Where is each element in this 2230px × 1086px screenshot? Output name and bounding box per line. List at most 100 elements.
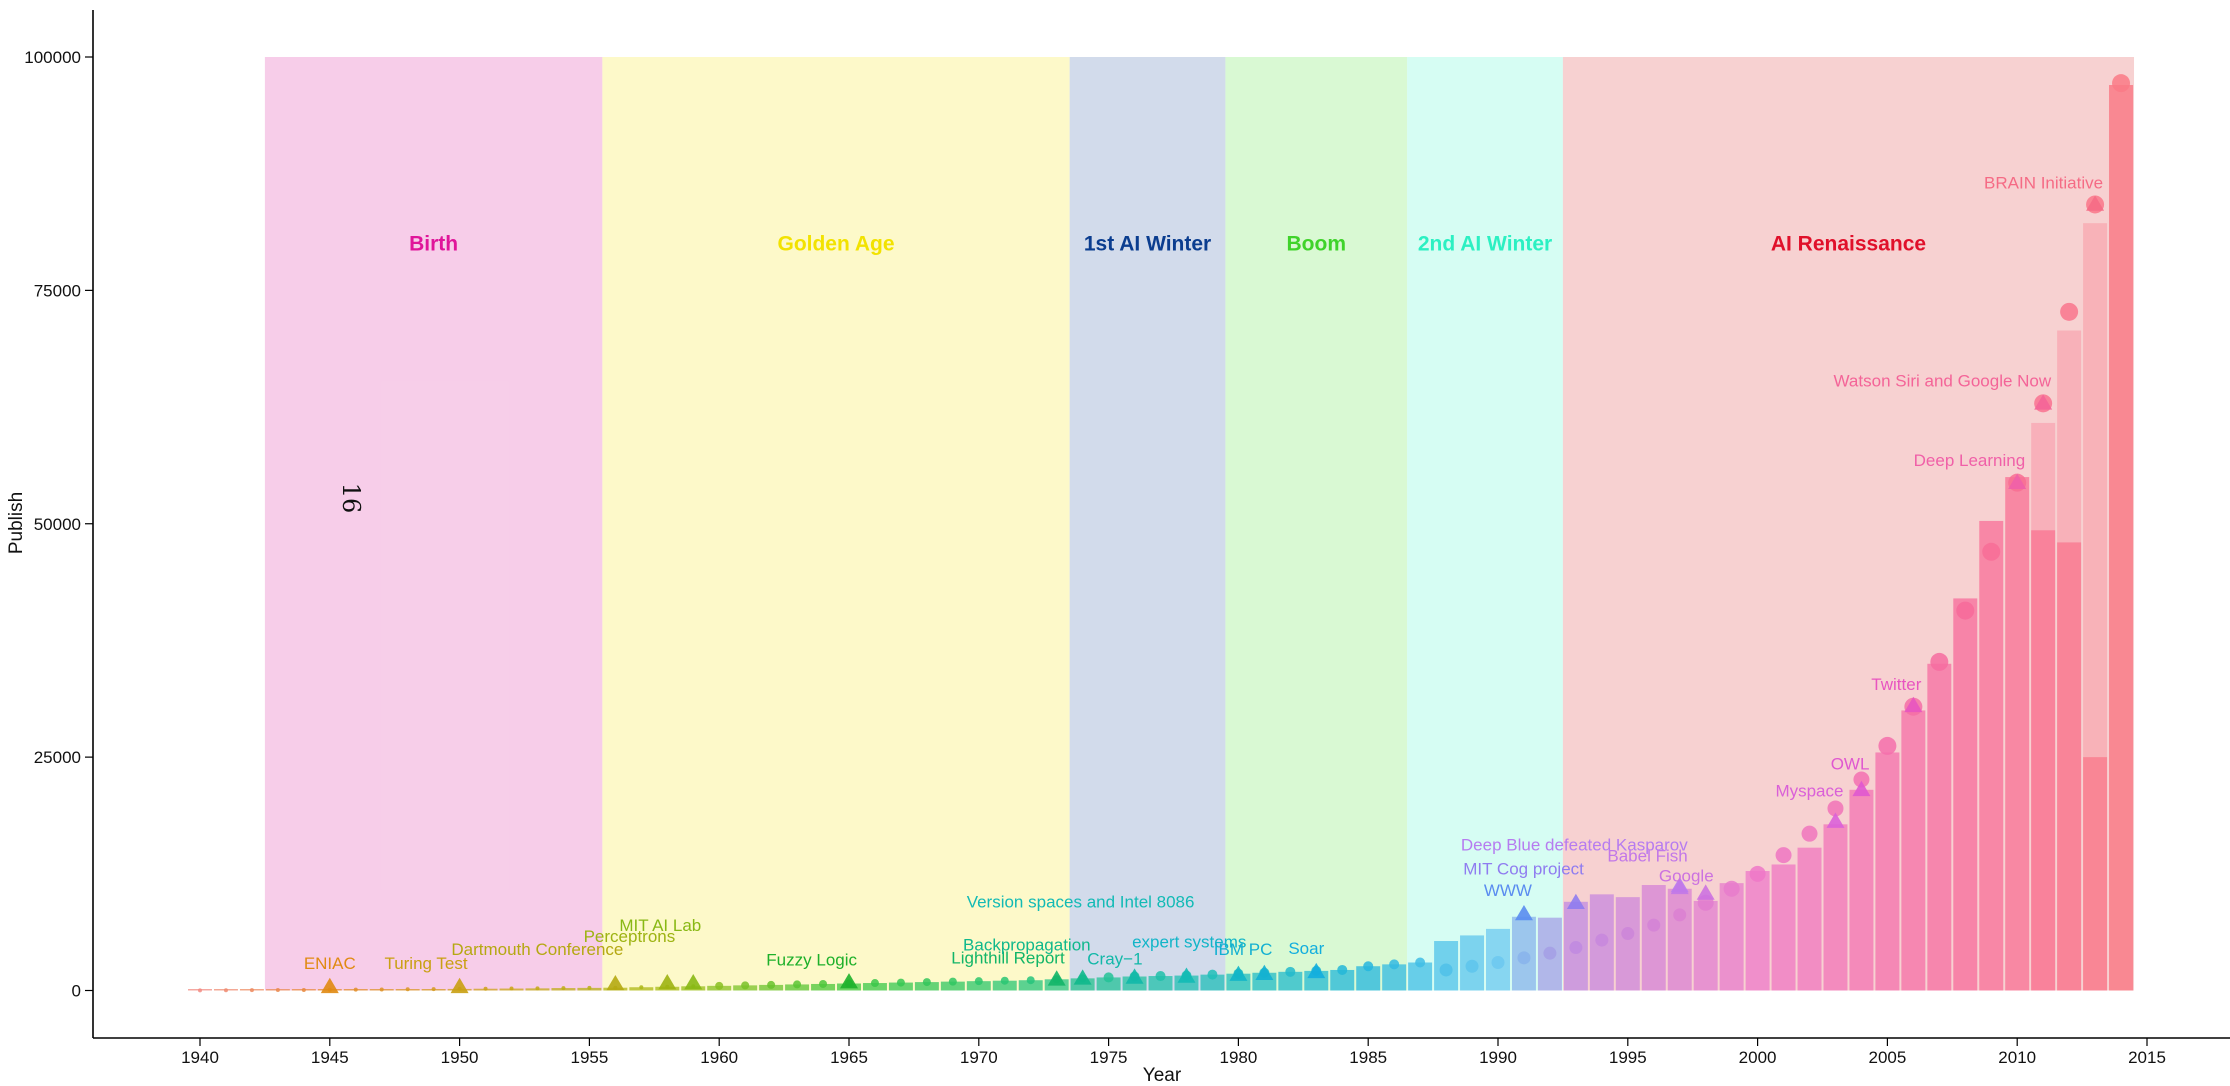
bar xyxy=(1278,971,1303,991)
bar xyxy=(1797,847,1822,991)
y-tick-label: 50000 xyxy=(34,515,81,534)
data-point xyxy=(1647,918,1661,932)
x-tick-label: 1995 xyxy=(1609,1048,1647,1067)
data-point xyxy=(379,987,384,992)
bar xyxy=(1719,883,1744,991)
bar xyxy=(966,981,991,991)
bar xyxy=(914,982,939,991)
event-label: Backpropagation xyxy=(963,935,1091,954)
data-point xyxy=(1827,800,1844,817)
event-label: MIT AI Lab xyxy=(619,916,701,935)
data-point xyxy=(223,988,228,993)
era-band xyxy=(1225,57,1408,991)
event-label: OWL xyxy=(1831,754,1870,773)
x-tick-label: 1955 xyxy=(570,1048,608,1067)
event-marker xyxy=(1566,893,1585,910)
rotated-annotation: 16 xyxy=(337,483,365,514)
era-label: Boom xyxy=(1287,233,1347,256)
data-point xyxy=(1285,966,1296,977)
event-marker xyxy=(2034,394,2053,410)
event-marker xyxy=(1047,970,1066,986)
event-label: Myspace xyxy=(1775,781,1843,800)
data-point xyxy=(741,981,750,990)
data-point xyxy=(431,987,436,992)
x-tick-label: 1980 xyxy=(1219,1048,1257,1067)
bar-overlay xyxy=(2057,330,2082,991)
event-marker xyxy=(1514,904,1533,921)
event-label: Cray−1 xyxy=(1087,949,1142,968)
data-point xyxy=(1569,941,1583,955)
era-band xyxy=(264,57,603,991)
event-label: Fuzzy Logic xyxy=(766,950,857,969)
event-marker xyxy=(840,973,858,989)
x-tick-label: 2000 xyxy=(1739,1048,1777,1067)
bar xyxy=(1927,663,1952,991)
event-marker xyxy=(658,974,677,990)
x-tick-label: 2015 xyxy=(2128,1048,2166,1067)
bar xyxy=(2031,530,2056,991)
data-point xyxy=(509,986,514,991)
era-label: 2nd AI Winter xyxy=(1418,233,1552,256)
event-marker xyxy=(1229,965,1248,981)
y-tick-label: 25000 xyxy=(34,748,81,767)
bar xyxy=(1641,885,1666,991)
x-tick-label: 1950 xyxy=(441,1048,479,1067)
data-point xyxy=(1775,847,1792,864)
event-marker xyxy=(1177,967,1196,983)
event-label: WWW xyxy=(1484,881,1532,900)
data-point xyxy=(275,988,280,993)
x-tick-label: 1965 xyxy=(830,1048,868,1067)
axes: 0 25000 50000 75000 100000 1940 1945 1950 1955 19… xyxy=(24,10,2230,1067)
bar xyxy=(1771,864,1796,991)
event-label: Deep Learning xyxy=(1914,451,2026,470)
bar xyxy=(1979,520,2004,991)
event-marker xyxy=(2008,473,2027,489)
data-point xyxy=(1673,908,1687,922)
bar xyxy=(1615,897,1640,991)
data-point xyxy=(1337,964,1348,975)
x-tick-label: 2005 xyxy=(1868,1048,1906,1067)
era-band xyxy=(602,57,1070,991)
data-point xyxy=(2112,74,2131,93)
bar xyxy=(2005,477,2030,991)
data-point xyxy=(1103,972,1114,983)
data-point xyxy=(1621,927,1635,941)
event-marker xyxy=(1852,780,1871,797)
data-point xyxy=(198,988,202,993)
bar xyxy=(2083,757,2108,991)
x-tick-label: 1985 xyxy=(1349,1048,1387,1067)
event-marker xyxy=(320,977,339,994)
data-point xyxy=(1878,736,1897,755)
event-marker xyxy=(1255,964,1274,980)
bar xyxy=(1018,980,1043,991)
event-marker xyxy=(1073,969,1092,985)
bar-overlay xyxy=(2083,223,2108,991)
event-marker xyxy=(1904,696,1923,713)
data-point xyxy=(819,979,828,988)
data-point xyxy=(1415,957,1426,968)
event-marker xyxy=(2086,195,2105,211)
bar xyxy=(1148,976,1173,991)
bar xyxy=(1667,888,1692,991)
bar xyxy=(992,980,1017,991)
data-point xyxy=(535,986,540,991)
event-label: expert systems xyxy=(1132,933,1246,952)
data-point xyxy=(767,980,776,989)
data-point xyxy=(922,978,931,987)
event-marker xyxy=(1125,968,1144,984)
bar-series xyxy=(188,85,2134,991)
event-label: ENIAC xyxy=(304,954,356,973)
era-band xyxy=(1069,57,1226,991)
data-point xyxy=(353,987,358,992)
x-tick-label: 1960 xyxy=(700,1048,738,1067)
event-label: BRAIN Initiative xyxy=(1984,174,2103,193)
data-point xyxy=(1491,955,1505,969)
bar xyxy=(1953,598,1978,991)
data-point xyxy=(483,986,488,991)
data-point xyxy=(715,981,724,990)
bar xyxy=(940,981,965,991)
data-point xyxy=(1207,969,1218,980)
data-point xyxy=(1956,601,1975,620)
